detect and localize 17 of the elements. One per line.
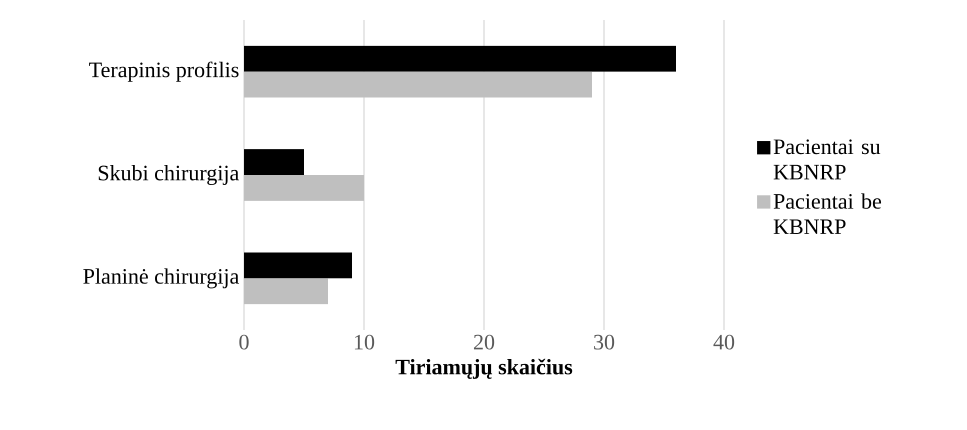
x-tick-label: 20 <box>474 334 494 350</box>
x-tick-label: 30 <box>594 334 614 350</box>
legend-label: Pacientai su KBNRP <box>774 139 880 180</box>
y-tick-label: Terapinis profilis <box>89 62 239 82</box>
x-axis-title: Tiriamųjų skaičius <box>396 358 572 379</box>
bar <box>244 72 592 98</box>
y-tick-label: Skubi chirurgija <box>98 164 240 186</box>
bar <box>244 149 304 176</box>
x-tick-label: 10 <box>354 334 374 350</box>
bar <box>244 46 676 72</box>
x-tick-label: 0 <box>239 334 249 350</box>
bar <box>244 252 352 278</box>
x-tick-label: 40 <box>713 334 734 350</box>
bar <box>244 175 364 201</box>
legend-label: Pacientai be KBNRP <box>774 193 882 234</box>
bar <box>244 278 328 304</box>
y-tick-label: Planinė chirurgija <box>83 268 240 288</box>
